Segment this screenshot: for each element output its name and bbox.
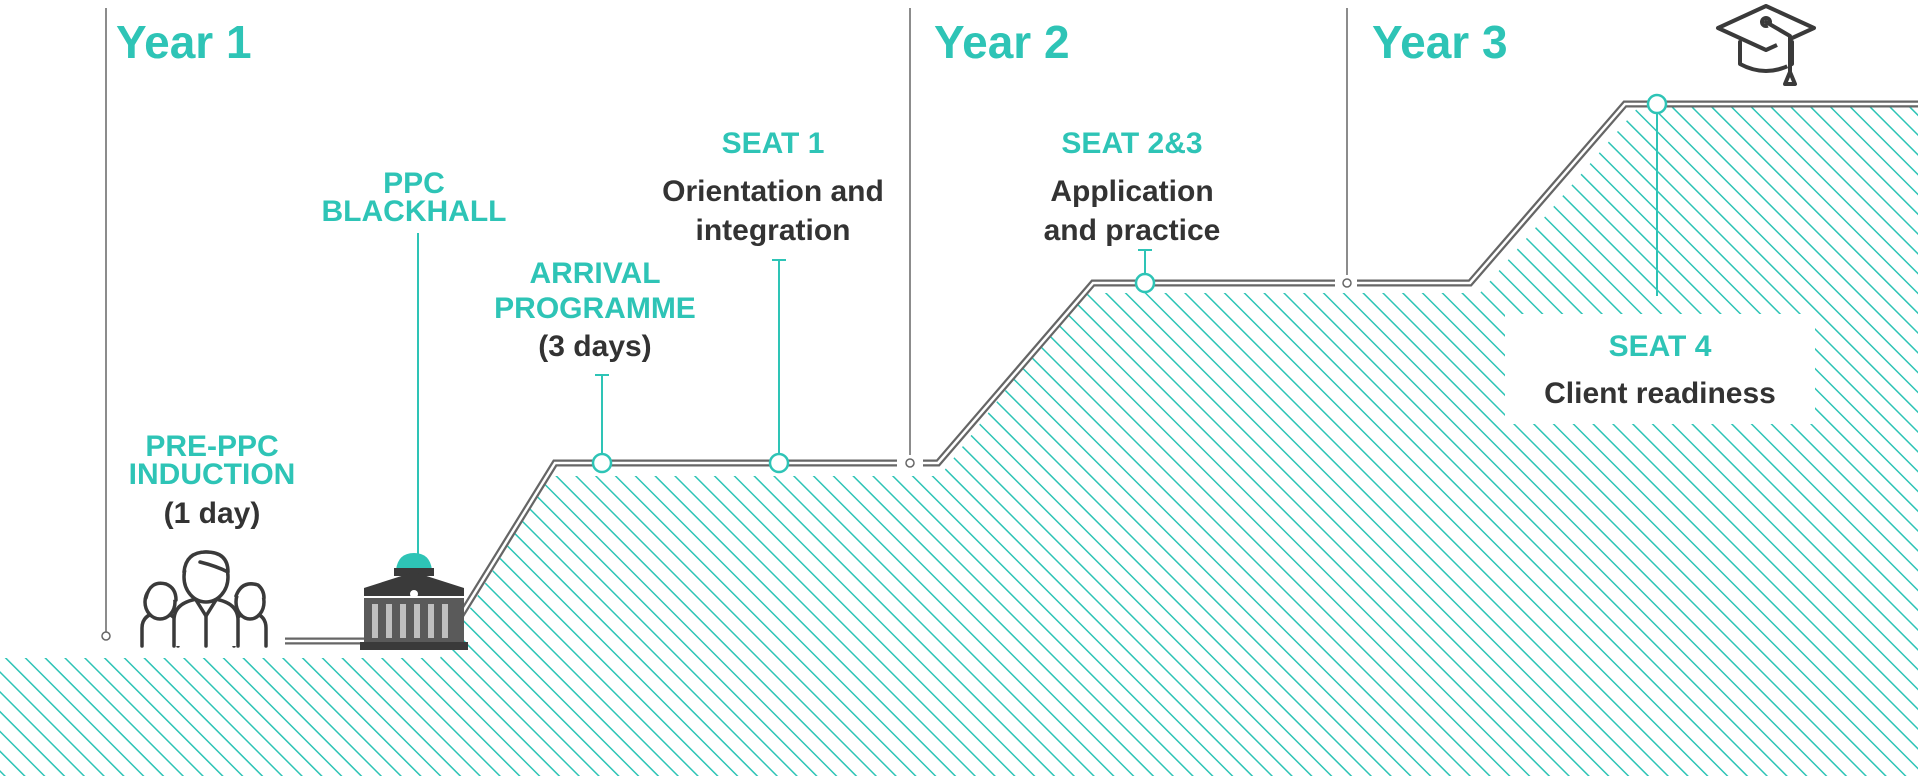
seat23-marker [1134, 272, 1156, 294]
ppc-title-line2: BLACKHALL [322, 195, 507, 228]
year-1-label: Year 1 [116, 16, 252, 68]
seat23-detail-line2: and practice [1044, 214, 1221, 247]
arrival-marker [591, 452, 613, 474]
year-dividers [105, 8, 1348, 635]
pre-ppc-title-line2: INDUCTION [129, 458, 296, 491]
seat1-detail-line1: Orientation and [662, 175, 884, 208]
seat4-detail: Client readiness [1544, 377, 1776, 410]
seat1-title: SEAT 1 [722, 127, 825, 160]
graduation-cap-icon [1716, 4, 1816, 86]
arrival-title-line1: ARRIVAL [529, 257, 660, 290]
seat23-title: SEAT 2&3 [1061, 127, 1202, 160]
arrival-title-line2: PROGRAMME [494, 292, 696, 325]
people-group-icon [140, 550, 268, 648]
hatched-terrain [0, 105, 1918, 776]
building-icon [360, 553, 468, 650]
pre-ppc-detail: (1 day) [164, 497, 261, 530]
year-2-label: Year 2 [934, 16, 1070, 68]
year-3-label: Year 3 [1372, 16, 1508, 68]
seat1-marker [768, 452, 790, 474]
arrival-detail: (3 days) [538, 330, 651, 363]
seat4-label-box [1505, 314, 1815, 424]
seat23-detail-line1: Application [1050, 175, 1213, 208]
ppc-title-line1: PPC [383, 167, 445, 200]
pre-ppc-title-line1: PRE-PPC [145, 430, 278, 463]
seat4-title: SEAT 4 [1609, 330, 1712, 363]
seat1-detail-line2: integration [696, 214, 851, 247]
seat4-marker [1646, 93, 1668, 115]
